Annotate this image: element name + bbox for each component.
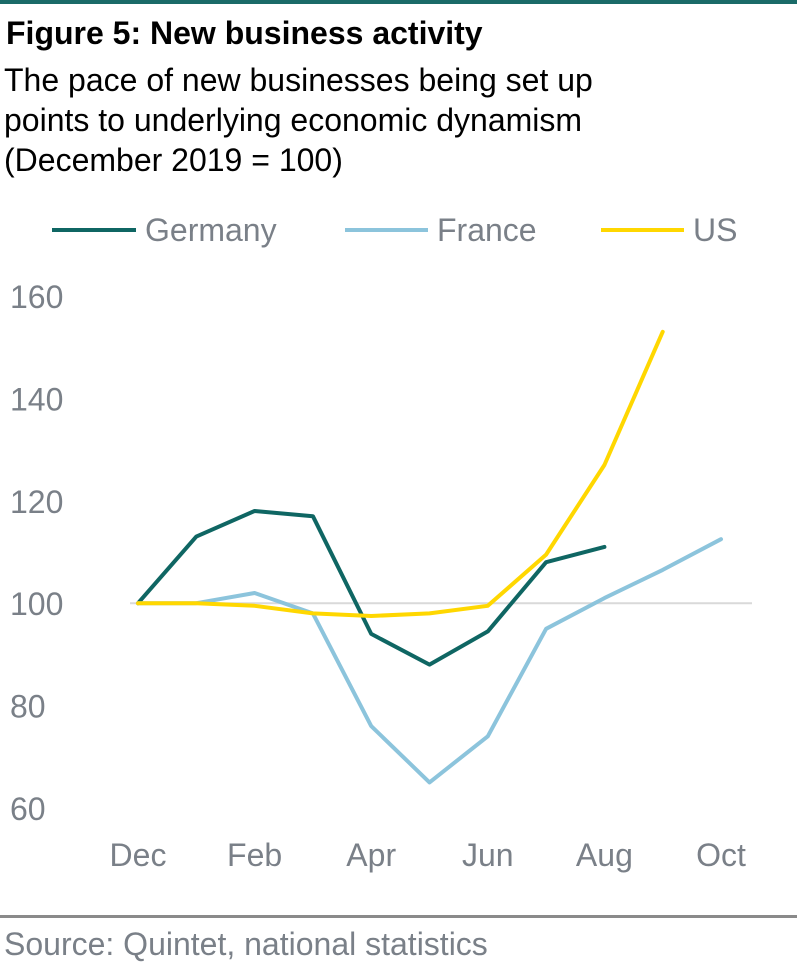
y-tick-label-160: 160 bbox=[10, 279, 63, 315]
y-tick-label-100: 100 bbox=[10, 586, 63, 622]
subtitle-line-3: (December 2019 = 100) bbox=[4, 142, 343, 178]
top-rule bbox=[0, 0, 797, 4]
series-line-france bbox=[136, 537, 723, 785]
legend-label-france: France bbox=[437, 212, 537, 248]
y-tick-label-140: 140 bbox=[10, 381, 63, 417]
line-chart: 60 80 100 120 140 160 Dec Feb Apr Jun Aug Oct German… bbox=[10, 212, 752, 873]
bottom-rule bbox=[0, 915, 797, 918]
subtitle-line-1: The pace of new businesses being set up bbox=[4, 62, 593, 98]
y-tick-label-60: 60 bbox=[10, 791, 46, 827]
x-tick-label-oct: Oct bbox=[696, 837, 746, 873]
series-line-us bbox=[136, 329, 665, 618]
chart-title: Figure 5: New business activity bbox=[6, 15, 483, 51]
series-line-germany bbox=[136, 509, 607, 667]
y-tick-label-120: 120 bbox=[10, 484, 63, 520]
x-tick-label-apr: Apr bbox=[346, 837, 396, 873]
x-tick-label-jun: Jun bbox=[462, 837, 514, 873]
chart-subtitle: The pace of new businesses being set up … bbox=[4, 60, 784, 180]
x-tick-label-feb: Feb bbox=[227, 837, 282, 873]
x-tick-label-aug: Aug bbox=[576, 837, 633, 873]
y-tick-label-80: 80 bbox=[10, 689, 46, 725]
source-note: Source: Quintet, national statistics bbox=[4, 926, 488, 962]
subtitle-line-2: points to underlying economic dynamism bbox=[4, 102, 583, 138]
legend-label-us: US bbox=[693, 212, 737, 248]
x-tick-label-dec: Dec bbox=[110, 837, 167, 873]
legend-label-germany: Germany bbox=[145, 212, 277, 248]
